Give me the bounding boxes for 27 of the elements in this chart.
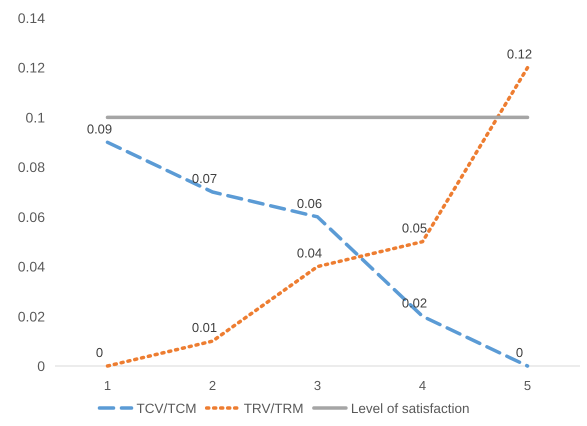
y-tick-label: 0.14 xyxy=(18,10,46,26)
y-tick-label: 0.08 xyxy=(18,159,46,176)
line-series xyxy=(106,140,530,368)
data-label: 0.06 xyxy=(296,196,322,211)
data-label: 0.12 xyxy=(506,46,532,62)
data-label: 0.04 xyxy=(296,246,322,261)
y-tick-label: 0.04 xyxy=(18,258,46,275)
x-tick-label: 4 xyxy=(418,378,426,393)
data-label: 0 xyxy=(516,345,524,360)
y-tick-label: 0.1 xyxy=(26,109,46,126)
legend-label: TCV/TCM xyxy=(136,401,196,416)
y-tick-label: 0 xyxy=(37,358,46,374)
x-tick-label: 2 xyxy=(208,378,216,393)
data-label: 0 xyxy=(96,345,104,360)
data-label: 0.07 xyxy=(192,171,218,186)
data-label: 0.01 xyxy=(192,320,218,336)
data-label: 0.02 xyxy=(402,295,428,310)
y-tick-label: 0.06 xyxy=(18,208,46,225)
legend-label: Level of satisfaction xyxy=(350,401,470,416)
y-tick-label: 0.02 xyxy=(18,308,46,324)
data-label: 0.05 xyxy=(402,220,428,236)
x-tick-label: 1 xyxy=(104,378,112,393)
x-tick-label: 5 xyxy=(524,378,532,393)
y-tick-label: 0.12 xyxy=(18,60,46,76)
legend-label: TRV/TRM xyxy=(244,401,304,416)
data-label: 0.09 xyxy=(86,121,112,136)
x-tick-label: 3 xyxy=(314,378,322,393)
